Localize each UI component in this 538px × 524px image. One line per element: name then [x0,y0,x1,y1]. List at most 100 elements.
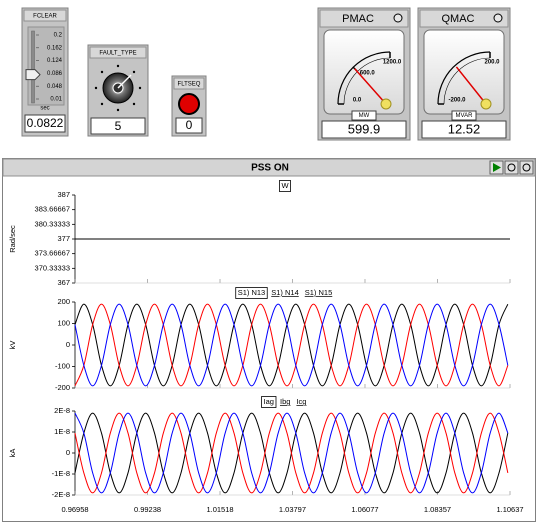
slider-value-box[interactable] [24,114,66,133]
meter-tick-label: 600.0 [360,71,376,77]
series-line [74,412,509,494]
rotary-value-box [90,117,146,135]
slider-title: FCLEAR [33,14,57,20]
series-line [74,412,509,494]
meter-tick-label: 0.0 [353,98,362,104]
button-title: FLTSEQ [178,82,201,88]
x-tick-label: 1.08357 [424,505,451,514]
meter-needle [354,68,387,105]
meter-header [419,9,509,28]
meter-unit: MW [359,113,370,119]
legend-entry: S1) N15 [305,288,333,297]
rotary-title: FAULT_TYPE [99,51,136,57]
y-tick-label: 380.33333 [35,219,70,228]
meter-unit-box [451,110,477,121]
meter-arc [437,51,491,105]
meter-readout-box [421,120,507,139]
meter-unit-box [351,110,377,121]
meter-arc-inner [443,57,491,105]
meter-title: PMAC [342,13,374,25]
y-tick-label: 2E-8 [54,406,70,415]
y-tick-label: -100 [55,361,70,370]
y-tick-label: 0 [66,448,70,457]
slider-tick-label: 0.124 [47,58,63,64]
meter-button[interactable] [393,13,403,23]
snapshot-button[interactable] [504,160,519,175]
legend: S1) N13 S1) N14 S1) N15 [235,287,333,299]
rotary-dots [94,64,142,112]
legend-entry: Ibg [280,397,290,406]
y-tick-label: 373.66667 [35,249,70,258]
plot-title-bar [2,158,536,177]
legend: W [279,180,291,192]
y-axis-label: kV [8,341,17,350]
meter-tick-label: -200.0 [448,98,466,104]
slider-unit: sec [40,106,49,112]
meter-readout: 599.9 [348,121,381,136]
slider-value: 0.0822 [27,116,64,130]
legend: Iag Ibg Icg [261,396,306,408]
meter-tick-label: 1200.0 [383,60,402,66]
y-tick-label: 100 [57,318,70,327]
slider-header [23,9,67,22]
meter-tick-label: 200.0 [484,60,500,66]
meter-unit: MVAR [456,113,474,119]
button-value: 0 [186,118,193,132]
x-tick-label: 1.06077 [351,505,378,514]
slider-tick-label: 0.048 [47,84,63,90]
x-tick-label: 1.10637 [496,505,523,514]
meter-pivot [380,98,392,110]
y-tick-label: 387 [57,190,70,199]
plot-panel [2,158,536,522]
x-tick-label: 1.01518 [206,505,233,514]
snapshot-icon [507,163,516,172]
y-axis-label: Rad/sec [8,225,17,253]
slider-tick-label: 0.162 [47,45,63,51]
series-line [74,303,509,387]
legend-entry: Icg [296,397,306,406]
slider-track [31,30,35,104]
legend-entry: S1) N14 [271,288,299,297]
x-tick-label: 0.99238 [134,505,161,514]
meter-pivot [480,98,492,110]
slider-tick-label: 0.2 [54,33,63,39]
meter-header [319,9,409,28]
legend-box [261,396,277,408]
plot-title: PSS ON [251,163,289,174]
push-button[interactable] [178,93,200,115]
x-tick-label: 0.96958 [61,505,88,514]
button-header [173,77,205,90]
y-axis-label: kA [8,449,17,458]
legend-entry: W [281,181,289,190]
play-icon [493,163,501,172]
meter-title: QMAC [442,13,475,25]
options-button[interactable] [519,160,534,175]
y-tick-label: 200 [57,297,70,306]
meter-readout: 12.52 [448,121,481,136]
slider-handle[interactable] [25,69,41,81]
rotary-value: 5 [115,119,122,133]
y-tick-label: 0 [66,340,70,349]
rotary-header [89,46,147,59]
x-tick-label: 1.03797 [279,505,306,514]
series-line [74,303,509,387]
y-tick-label: 377 [57,234,70,243]
legend-entry: S1) N13 [238,288,266,297]
slider-tick-label: 0.01 [50,97,62,103]
legend-entry: Iag [264,397,274,406]
y-tick-label: -200 [55,383,70,392]
legend-box [279,180,291,192]
series-line [74,303,509,387]
options-icon [522,163,531,172]
rotary-pointer [117,74,132,89]
y-tick-label: 1E-8 [54,427,70,436]
meter-button[interactable] [493,13,503,23]
button-value-box [175,117,203,134]
y-tick-label: 370.33333 [35,263,70,272]
slider-tick-label: 0.086 [47,71,63,77]
meter-readout-box [321,120,407,139]
meter-needle [455,66,487,105]
y-tick-label: -2E-8 [52,490,70,499]
y-tick-label: 383.66667 [35,205,70,214]
